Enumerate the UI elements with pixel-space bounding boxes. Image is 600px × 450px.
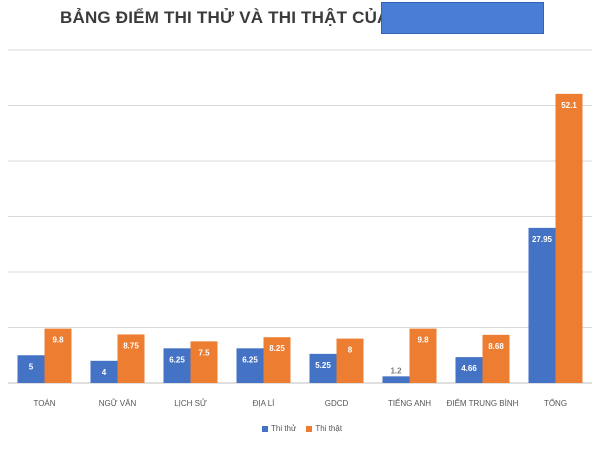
bar-thi-thu xyxy=(528,227,556,383)
data-label: 27.95 xyxy=(532,235,553,244)
legend-swatch-series-0 xyxy=(262,425,268,432)
data-label: 8.68 xyxy=(488,342,504,351)
chart-legend: Thi thử Thi thật xyxy=(262,424,342,433)
bar-thi-thu xyxy=(90,360,118,383)
bar-thi-thu xyxy=(382,376,410,383)
data-label: 6.25 xyxy=(242,355,258,364)
bar-thi-thu xyxy=(236,348,264,383)
bar-thi-thu xyxy=(163,348,191,383)
bar-thi-thu xyxy=(17,355,45,383)
x-tick-label: TIẾNG ANH xyxy=(388,398,431,408)
bar-thi-that xyxy=(482,334,510,383)
x-tick-label: NGỮ VĂN xyxy=(99,399,137,408)
data-label: 5 xyxy=(29,362,34,371)
chart-title: BẢNG ĐIỂM THI THỬ VÀ THI THẬT CỦA THÍ SI… xyxy=(60,8,469,27)
bar-thi-that xyxy=(336,338,364,383)
bar-thi-that xyxy=(117,334,145,383)
data-label: 5.25 xyxy=(315,361,331,370)
title-redaction-box xyxy=(381,2,544,34)
x-tick-label: GDCD xyxy=(325,399,349,408)
bar-thi-thu xyxy=(455,357,483,383)
legend-label-series-0: Thi thử xyxy=(271,424,297,433)
data-label: 7.5 xyxy=(198,348,210,357)
legend-item-series-0: Thi thử xyxy=(262,424,296,433)
data-label: 8.25 xyxy=(269,344,285,353)
bar-thi-that xyxy=(409,328,437,383)
x-tick-label: LỊCH SỬ xyxy=(174,399,207,408)
data-label: 4 xyxy=(102,368,107,377)
data-label: 8.75 xyxy=(123,341,139,350)
legend-swatch-series-1 xyxy=(306,425,313,432)
bar-thi-that xyxy=(44,328,72,383)
data-label: 9.8 xyxy=(52,336,64,345)
x-tick-label: ĐIỂM TRUNG BÌNH xyxy=(447,399,519,408)
data-label: 9.8 xyxy=(417,336,429,345)
x-tick-label: ĐỊA LÍ xyxy=(253,399,276,408)
x-tick-label: TỔNG xyxy=(544,399,567,408)
data-label: 1.2 xyxy=(390,366,402,375)
data-label: 6.25 xyxy=(169,355,185,364)
bar-thi-thu xyxy=(309,353,337,383)
bar-thi-that xyxy=(555,93,583,383)
bar-thi-that xyxy=(263,337,291,383)
legend-item-series-1: Thi thật xyxy=(306,424,342,433)
legend-label-series-1: Thi thật xyxy=(315,424,343,433)
data-label: 52.1 xyxy=(561,101,577,110)
bar-thi-that xyxy=(190,341,218,383)
data-label: 4.66 xyxy=(461,364,477,373)
x-tick-label: TOÁN xyxy=(33,399,55,408)
data-label: 8 xyxy=(348,346,353,355)
